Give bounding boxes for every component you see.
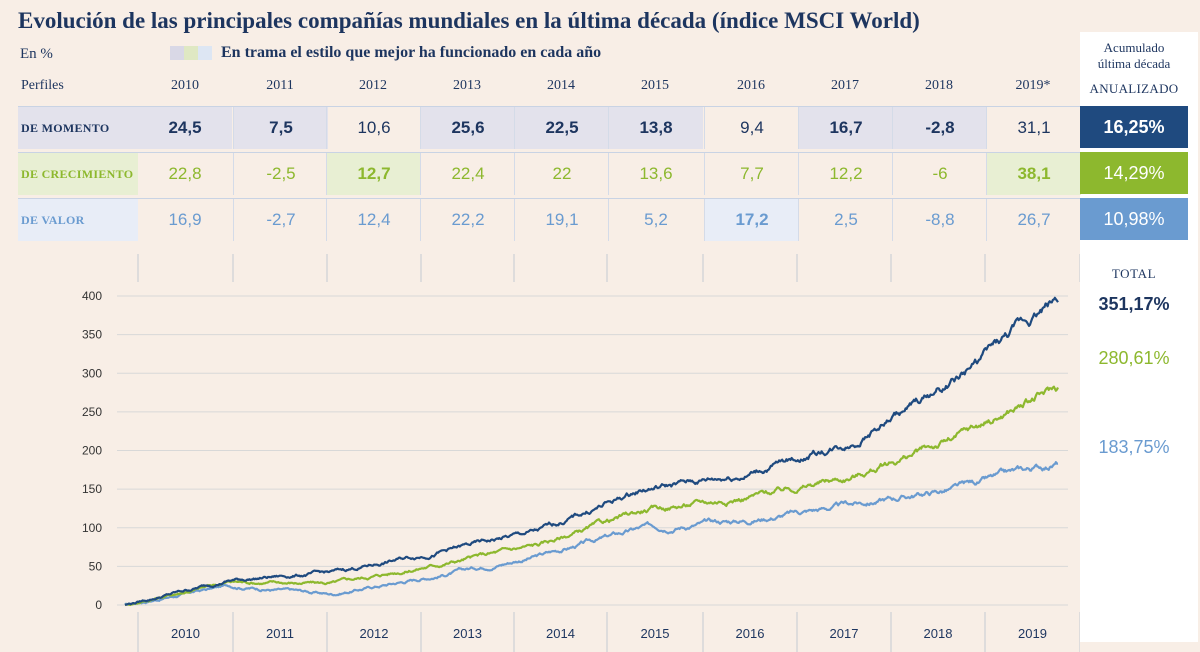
row-label-momento: DE MOMENTO xyxy=(21,120,110,135)
unit-label: En % xyxy=(20,46,53,62)
performance-chart: 0 50 100 150 200 250 300 350 400 2010 2011 2012 2013… xyxy=(82,254,1080,652)
x-tick-2011: 2011 xyxy=(266,626,294,641)
cell-momento-2016: 9,4 xyxy=(704,107,799,149)
cell-momento-2014: 22,5 xyxy=(514,107,609,149)
annualized-crecimiento: 14,29% xyxy=(1080,152,1188,194)
cell-momento-2015: 13,8 xyxy=(608,107,703,149)
cell-momento-2019: 31,1 xyxy=(986,107,1081,149)
cell-crecimiento-2010: 22,8 xyxy=(168,164,202,183)
y-tick-150: 150 xyxy=(82,482,102,496)
y-tick-400: 400 xyxy=(82,289,102,303)
cell-valor-2010: 16,9 xyxy=(168,210,202,229)
profiles-header: Perfiles xyxy=(21,78,64,93)
row-valor: DE VALOR 16,9 -2,7 12,4 22,2 19,1 5,2 17,2 2,5 -8… xyxy=(18,198,1080,241)
page-title: Evolución de las principales compañías m… xyxy=(18,8,920,33)
y-tick-250: 250 xyxy=(82,405,102,419)
year-header-2016: 2016 xyxy=(737,78,765,93)
accumulated-header-line1: Acumulado xyxy=(1103,40,1165,55)
y-tick-350: 350 xyxy=(82,328,102,342)
x-tick-2016: 2016 xyxy=(736,626,765,641)
year-header-2014: 2014 xyxy=(547,78,575,93)
year-header-2019: 2019* xyxy=(1015,78,1051,93)
x-tick-2013: 2013 xyxy=(453,626,482,641)
annualized-header: ANUALIZADO xyxy=(1089,81,1179,96)
swatch-momento xyxy=(170,46,184,60)
cell-crecimiento-2016: 7,7 xyxy=(704,153,799,195)
total-crecimiento: 280,61% xyxy=(1098,348,1170,368)
year-header-2013: 2013 xyxy=(453,78,481,93)
row-momento: DE MOMENTO 24,5 7,5 10,6 25,6 22,5 13,8 9,4 16,7… xyxy=(18,106,1080,149)
x-tick-2015: 2015 xyxy=(641,626,670,641)
cell-crecimiento-2012: 12,7 xyxy=(326,153,421,195)
series-line-crecimiento xyxy=(124,385,1059,607)
cell-crecimiento-2014: 22 xyxy=(514,153,609,195)
row-label-valor: DE VALOR xyxy=(21,212,85,227)
row-label-bg xyxy=(18,153,138,195)
year-header-2018: 2018 xyxy=(925,78,953,93)
legend: En trama el estilo que mejor ha funciona… xyxy=(170,44,601,62)
legend-text: En trama el estilo que mejor ha funciona… xyxy=(221,44,602,61)
cell-valor-2017: 2,5 xyxy=(798,199,893,241)
cell-crecimiento-2019: 38,1 xyxy=(986,153,1081,195)
row-label-bg xyxy=(18,199,138,241)
annualized-valor: 10,98% xyxy=(1080,198,1188,240)
cell-valor-2013: 22,2 xyxy=(420,199,515,241)
total-valor: 183,75% xyxy=(1098,437,1170,457)
cell-valor-2014: 19,1 xyxy=(514,199,609,241)
row-crecimiento: DE CRECIMIENTO 22,8 -2,5 12,7 22,4 22 13,6 7,7 1… xyxy=(18,152,1081,195)
y-tick-0: 0 xyxy=(95,598,102,612)
cell-momento-2018: -2,8 xyxy=(892,107,987,149)
cell-momento-2010: 24,5 xyxy=(138,107,232,149)
x-tick-2014: 2014 xyxy=(546,626,575,641)
y-tick-50: 50 xyxy=(89,559,103,573)
cell-crecimiento-2018: -6 xyxy=(892,153,987,195)
series-line-momento xyxy=(124,296,1059,607)
accumulated-header-line2: última década xyxy=(1097,56,1171,71)
year-header-2011: 2011 xyxy=(266,78,294,93)
x-tick-2017: 2017 xyxy=(830,626,859,641)
y-tick-200: 200 xyxy=(82,444,102,458)
swatch-crecimiento xyxy=(184,46,198,60)
cell-valor-2012: 12,4 xyxy=(326,199,421,241)
cell-valor-2011: -2,7 xyxy=(233,199,328,241)
accumulated-header: Acumulado última década xyxy=(1080,40,1188,72)
year-header-2012: 2012 xyxy=(359,78,387,93)
y-tick-100: 100 xyxy=(82,521,102,535)
total-label: TOTAL xyxy=(1111,266,1157,281)
annualized-momento: 16,25% xyxy=(1080,106,1188,148)
x-tick-2012: 2012 xyxy=(360,626,389,641)
x-tick-2010: 2010 xyxy=(171,626,200,641)
y-tick-300: 300 xyxy=(82,366,102,380)
year-header-2015: 2015 xyxy=(641,78,669,93)
year-header-2017: 2017 xyxy=(831,78,859,93)
returns-table: Perfiles 2010 2011 2012 2013 2014 2015 2016 201… xyxy=(18,70,1081,248)
row-label-crecimiento: DE CRECIMIENTO xyxy=(21,166,134,181)
cell-momento-2017: 16,7 xyxy=(798,107,893,149)
cell-momento-2012: 10,6 xyxy=(326,107,421,149)
cell-crecimiento-2013: 22,4 xyxy=(420,153,515,195)
cell-valor-2018: -8,8 xyxy=(892,199,987,241)
cell-valor-2016: 17,2 xyxy=(704,199,799,241)
cell-valor-2019: 26,7 xyxy=(986,199,1081,241)
cell-crecimiento-2015: 13,6 xyxy=(608,153,703,195)
cell-momento-2011: 7,5 xyxy=(233,107,328,149)
total-momento: 351,17% xyxy=(1098,294,1170,314)
cell-valor-2015: 5,2 xyxy=(608,199,703,241)
year-header-2010: 2010 xyxy=(171,78,199,93)
row-label-bg xyxy=(18,107,138,149)
swatch-valor xyxy=(198,46,212,60)
x-tick-2019: 2019 xyxy=(1018,626,1047,641)
x-tick-2018: 2018 xyxy=(924,626,953,641)
cell-crecimiento-2017: 12,2 xyxy=(798,153,893,195)
series-line-valor xyxy=(124,461,1059,606)
cell-momento-2013: 25,6 xyxy=(420,107,515,149)
cell-crecimiento-2011: -2,5 xyxy=(233,153,328,195)
